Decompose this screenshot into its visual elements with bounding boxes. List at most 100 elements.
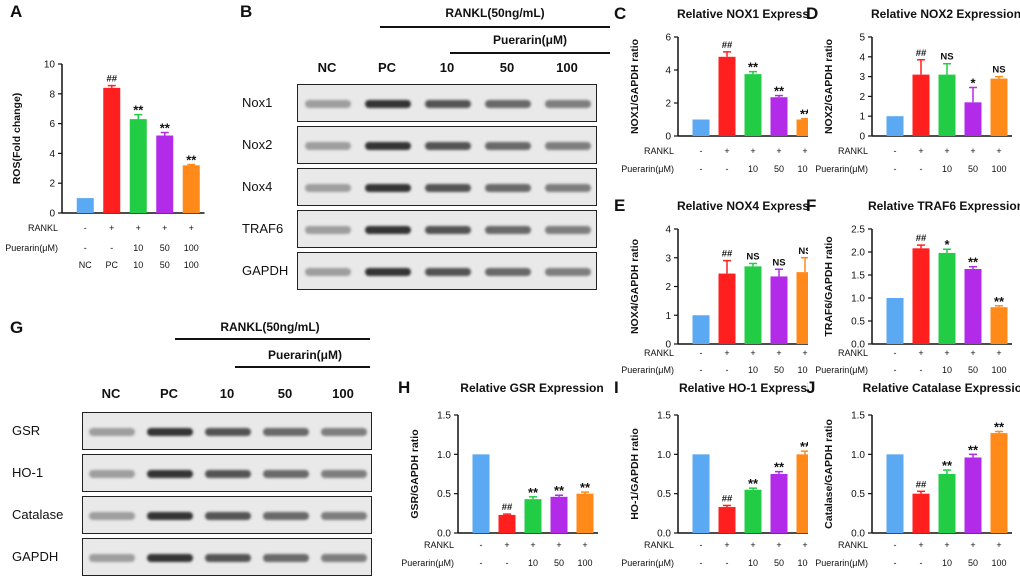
- blot-g-row-label: HO-1: [12, 465, 44, 480]
- significance-label: NS: [746, 252, 759, 263]
- panel-label-d: D: [806, 4, 819, 23]
- y-tick-label: 2: [665, 282, 671, 293]
- blot-b-puerarin-header: Puerarin(μM): [492, 33, 567, 47]
- panel-label-g: G: [10, 318, 24, 337]
- blot-b-puerarin-line: [450, 52, 610, 54]
- blot-b-band: [484, 226, 532, 234]
- chart-i-ho1: Relative HO-1 Expression 0.0 0.5 1.0 1.5 HO-1…: [621, 381, 808, 568]
- bar: [964, 102, 982, 136]
- y-tick-label: 5: [859, 33, 865, 44]
- blot-g-lane-label: NC: [101, 386, 121, 401]
- condition-value: +: [970, 348, 975, 358]
- condition-value: 50: [554, 558, 564, 568]
- y-tick-label: 2: [665, 99, 671, 110]
- blot-b-blot-strip: [297, 252, 597, 290]
- condition-value: +: [724, 146, 729, 156]
- blot-g-puerarin-line: [235, 366, 370, 368]
- significance-label: **: [774, 84, 785, 99]
- panel-label-c: C: [614, 4, 627, 23]
- blot-g-row-label: Catalase: [12, 507, 64, 522]
- chart-title: Relative Catalase Expression: [863, 381, 1020, 395]
- y-tick-label: 0.0: [851, 529, 865, 540]
- significance-label: ##: [502, 502, 513, 513]
- condition-value: 100: [577, 558, 592, 568]
- condition-value: +: [918, 540, 923, 550]
- chart-title: Relative HO-1 Expression: [679, 381, 808, 395]
- significance-label: **: [748, 60, 759, 75]
- blot-b-band: [484, 184, 532, 192]
- condition-row-label: RANKL: [424, 540, 454, 550]
- bar: [886, 116, 904, 136]
- condition-value: -: [894, 558, 897, 568]
- condition-value: +: [556, 540, 561, 550]
- blot-b-band: [424, 184, 472, 192]
- chart-a-ros: 0 2 4 6 8 10 ROS(Fold change) ## ** ** ** RANKL - + + +…: [5, 60, 205, 270]
- blot-g-band: [321, 470, 367, 478]
- condition-row-label: RANKL: [644, 540, 674, 550]
- y-axis-label: HO-1/GAPDH ratio: [629, 428, 641, 520]
- significance-label: ##: [722, 249, 733, 260]
- condition-value: -: [700, 348, 703, 358]
- condition-value: 100: [184, 260, 199, 270]
- bar: [886, 298, 904, 344]
- condition-row-label: RANKL: [644, 146, 674, 156]
- condition-value: +: [944, 348, 949, 358]
- blot-g-row-label: GSR: [12, 423, 41, 438]
- y-tick-label: 2.5: [851, 225, 865, 236]
- condition-value: -: [894, 540, 897, 550]
- western-blot-g: RANKL(50ng/mL) Puerarin(μM) NC PC 10 50 100 …: [10, 318, 390, 581]
- blot-g-band: [89, 512, 135, 520]
- condition-row-label: Puerarin(μM): [5, 243, 58, 253]
- condition-row-label: Puerarin(μM): [815, 365, 868, 375]
- y-tick-label: 1.5: [437, 411, 451, 422]
- blot-g-band: [321, 428, 367, 436]
- condition-value: -: [84, 243, 87, 253]
- y-axis-label: NOX1/GAPDH ratio: [629, 39, 641, 134]
- blot-b-rankl-header: RANKL(50ng/mL): [445, 6, 545, 20]
- blot-b-blot-strip: [297, 168, 597, 206]
- bar: [796, 272, 808, 344]
- significance-label: ##: [916, 479, 927, 490]
- significance-label: ##: [916, 233, 927, 244]
- bar: [103, 87, 121, 213]
- condition-value: 50: [968, 365, 978, 375]
- condition-value: NC: [79, 260, 92, 270]
- significance-label: **: [133, 103, 144, 118]
- condition-value: -: [726, 365, 729, 375]
- chart-j-catalase: Relative Catalase Expression 0.0 0.5 1.0 1.5…: [815, 381, 1020, 568]
- condition-value: +: [582, 540, 587, 550]
- significance-label: NS: [798, 246, 808, 257]
- condition-row-label: Puerarin(μM): [815, 164, 868, 174]
- y-tick-label: 3: [665, 253, 671, 264]
- blot-g-band: [263, 512, 309, 520]
- condition-value: -: [726, 164, 729, 174]
- condition-value: +: [918, 146, 923, 156]
- chart-c-nox1: Relative NOX1 Expression 0 2 4 6 NOX1/GAPDH r…: [621, 7, 808, 174]
- condition-value: 50: [968, 558, 978, 568]
- condition-value: PC: [105, 260, 118, 270]
- y-tick-label: 2: [49, 179, 55, 190]
- significance-label: **: [774, 460, 785, 475]
- significance-label: **: [186, 153, 197, 168]
- bar: [498, 514, 516, 533]
- y-tick-label: 4: [49, 149, 55, 160]
- bar: [938, 252, 956, 344]
- y-axis-label: Catalase/GAPDH ratio: [823, 419, 835, 529]
- blot-g-blot-strip: [82, 454, 372, 492]
- blot-b-band: [424, 226, 472, 234]
- y-tick-label: 0: [665, 132, 671, 143]
- blot-b-band: [364, 100, 412, 108]
- chart-title: Relative TRAF6 Expression: [868, 199, 1020, 213]
- blot-b-band: [544, 184, 592, 192]
- blot-b-lane-label: NC: [317, 60, 337, 75]
- y-axis-label: TRAF6/GAPDH ratio: [823, 236, 835, 336]
- condition-value: +: [724, 348, 729, 358]
- chart-title: Relative NOX2 Expression: [871, 7, 1020, 21]
- blot-g-band: [205, 554, 251, 562]
- bar: [912, 248, 930, 344]
- panel-label-f: F: [806, 196, 817, 215]
- condition-value: +: [996, 348, 1001, 358]
- bar: [912, 74, 930, 136]
- bar: [182, 165, 200, 213]
- bar: [718, 56, 736, 136]
